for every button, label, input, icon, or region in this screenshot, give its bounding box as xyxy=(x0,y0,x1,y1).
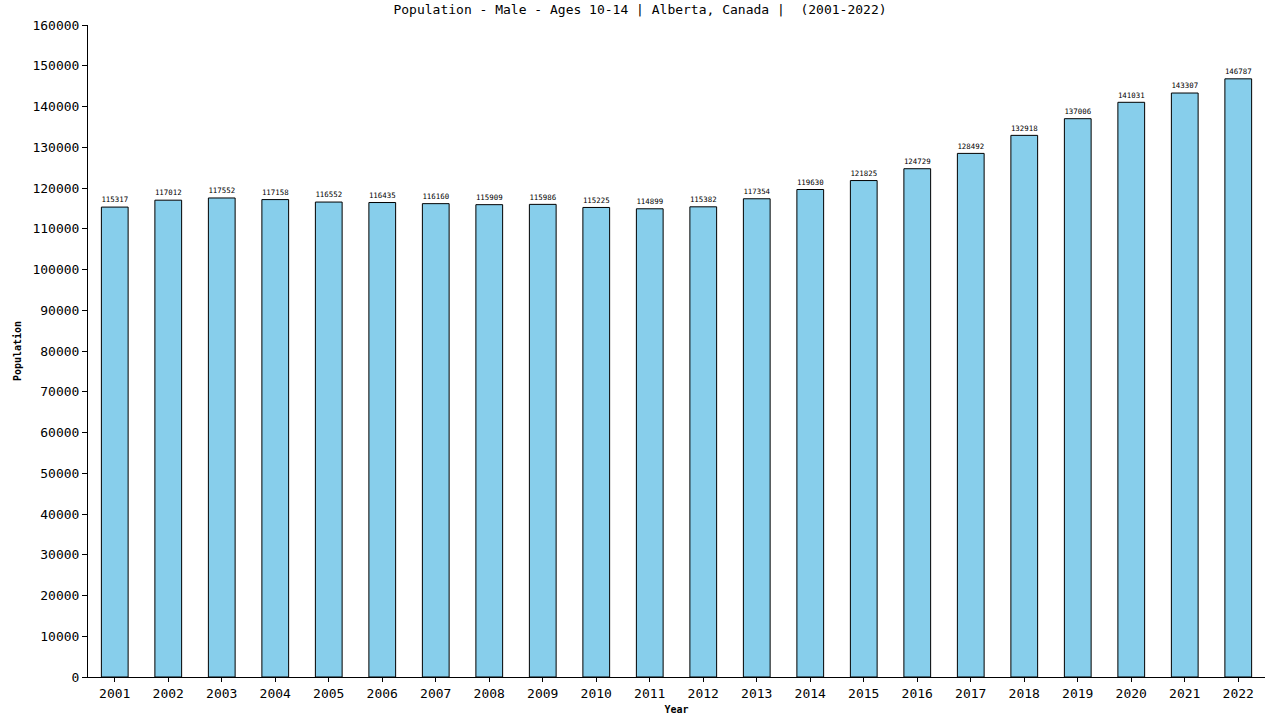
svg-text:50000: 50000 xyxy=(40,466,79,481)
svg-text:116435: 116435 xyxy=(369,191,396,200)
svg-text:2021: 2021 xyxy=(1169,686,1200,701)
svg-text:143307: 143307 xyxy=(1171,81,1198,90)
svg-text:116552: 116552 xyxy=(315,190,342,199)
svg-text:2009: 2009 xyxy=(527,686,558,701)
svg-text:2002: 2002 xyxy=(153,686,184,701)
svg-text:150000: 150000 xyxy=(32,58,79,73)
svg-text:2001: 2001 xyxy=(99,686,130,701)
svg-text:146787: 146787 xyxy=(1225,67,1252,76)
svg-text:130000: 130000 xyxy=(32,140,79,155)
svg-text:117552: 117552 xyxy=(208,186,235,195)
svg-text:141031: 141031 xyxy=(1118,91,1145,100)
svg-text:115317: 115317 xyxy=(101,195,128,204)
svg-text:60000: 60000 xyxy=(40,425,79,440)
svg-text:121825: 121825 xyxy=(850,169,877,178)
svg-text:2007: 2007 xyxy=(420,686,451,701)
svg-text:116160: 116160 xyxy=(422,192,449,201)
svg-text:2022: 2022 xyxy=(1223,686,1254,701)
svg-text:117354: 117354 xyxy=(743,187,770,196)
svg-text:128492: 128492 xyxy=(957,142,984,151)
svg-text:80000: 80000 xyxy=(40,344,79,359)
svg-text:2008: 2008 xyxy=(474,686,505,701)
svg-text:160000: 160000 xyxy=(32,18,79,33)
svg-text:115909: 115909 xyxy=(476,193,503,202)
svg-text:2004: 2004 xyxy=(260,686,291,701)
svg-text:70000: 70000 xyxy=(40,384,79,399)
svg-text:115986: 115986 xyxy=(529,193,556,202)
svg-text:2018: 2018 xyxy=(1009,686,1040,701)
svg-text:2005: 2005 xyxy=(313,686,344,701)
svg-text:2015: 2015 xyxy=(848,686,879,701)
svg-text:115382: 115382 xyxy=(690,195,717,204)
svg-text:40000: 40000 xyxy=(40,507,79,522)
svg-text:2014: 2014 xyxy=(795,686,826,701)
svg-text:2012: 2012 xyxy=(688,686,719,701)
svg-text:20000: 20000 xyxy=(40,588,79,603)
svg-text:2006: 2006 xyxy=(367,686,398,701)
svg-text:2011: 2011 xyxy=(634,686,665,701)
svg-text:117158: 117158 xyxy=(262,188,289,197)
svg-text:132918: 132918 xyxy=(1011,124,1038,133)
svg-text:2003: 2003 xyxy=(206,686,237,701)
svg-text:2010: 2010 xyxy=(581,686,612,701)
svg-text:120000: 120000 xyxy=(32,181,79,196)
svg-text:2013: 2013 xyxy=(741,686,772,701)
svg-text:Year: Year xyxy=(664,704,688,715)
svg-text:Population: Population xyxy=(12,321,23,381)
svg-text:100000: 100000 xyxy=(32,262,79,277)
svg-text:2017: 2017 xyxy=(955,686,986,701)
svg-text:124729: 124729 xyxy=(904,157,931,166)
svg-text:114899: 114899 xyxy=(636,197,663,206)
svg-text:Population - Male - Ages 10-14: Population - Male - Ages 10-14 | Alberta… xyxy=(393,2,886,17)
svg-text:90000: 90000 xyxy=(40,303,79,318)
svg-text:117012: 117012 xyxy=(155,188,182,197)
svg-text:30000: 30000 xyxy=(40,547,79,562)
svg-text:140000: 140000 xyxy=(32,99,79,114)
svg-text:2016: 2016 xyxy=(902,686,933,701)
svg-text:2020: 2020 xyxy=(1116,686,1147,701)
svg-text:110000: 110000 xyxy=(32,221,79,236)
svg-text:2019: 2019 xyxy=(1062,686,1093,701)
svg-text:10000: 10000 xyxy=(40,629,79,644)
svg-text:0: 0 xyxy=(72,670,80,685)
svg-text:137006: 137006 xyxy=(1064,107,1091,116)
svg-text:119630: 119630 xyxy=(797,178,824,187)
svg-text:115225: 115225 xyxy=(583,196,610,205)
